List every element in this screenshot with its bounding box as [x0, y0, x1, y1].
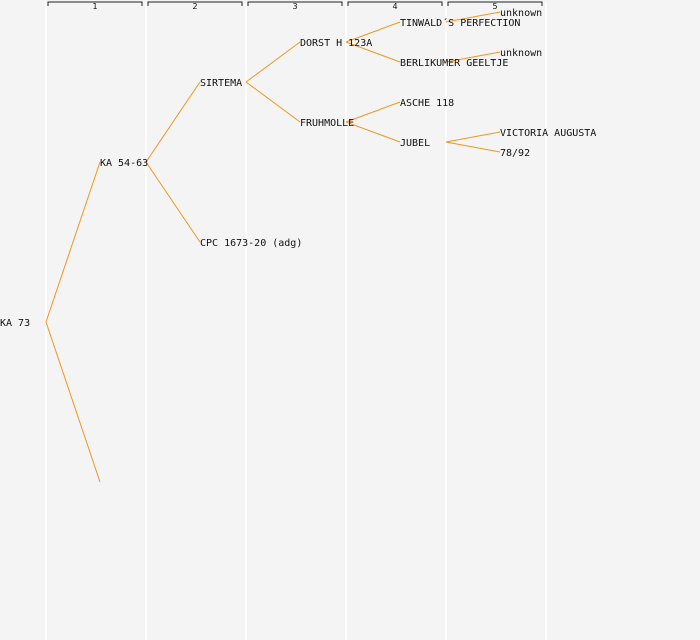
edge-ka5463-cpc — [145, 161, 201, 243]
generation-number: 3 — [292, 2, 297, 11]
node-labels: KA 73 KA 54-63 SIRTEMA CPC 1673-20 (adg) DOR… — [0, 8, 596, 329]
generation-number: 1 — [92, 2, 97, 11]
edge-dorst-berlikumer — [345, 41, 401, 63]
node-jubel[interactable]: JUBEL — [400, 138, 430, 149]
edge-tinwald-unk1 — [445, 11, 501, 23]
node-dorst[interactable]: DORST H 123A — [300, 38, 372, 49]
generation-bracket — [47, 1, 143, 6]
edge-dorst-tinwald — [345, 21, 401, 43]
generation-bracket — [247, 1, 343, 6]
node-sirtema[interactable]: SIRTEMA — [200, 78, 242, 89]
node-asche[interactable]: ASCHE 118 — [400, 98, 454, 109]
edge-sirtema-fruhmolle — [245, 81, 301, 123]
edge-fruhmolle-asche — [345, 101, 401, 123]
edge-ka73-ka5463 — [45, 161, 101, 323]
generation-number: 2 — [192, 2, 197, 11]
edge-ka73-dam1 — [45, 321, 101, 483]
node-tinwald[interactable]: TINWALD´S PERFECTION — [400, 17, 520, 29]
node-cpc[interactable]: CPC 1673-20 (adg) — [200, 238, 302, 249]
node-fruhmolle[interactable]: FRUHMOLLE — [300, 118, 354, 129]
node-n7892[interactable]: 78/92 — [500, 148, 530, 159]
node-ka73[interactable]: KA 73 — [0, 318, 30, 329]
generation-header: 1 2 3 4 5 — [47, 1, 543, 11]
generation-number: 4 — [392, 2, 397, 11]
generation-number: 5 — [492, 2, 497, 11]
edge-jubel-n7892 — [445, 141, 501, 153]
node-ka5463[interactable]: KA 54-63 — [100, 158, 148, 169]
edge-ka5463-sirtema — [145, 81, 201, 163]
generation-bracket — [147, 1, 243, 6]
edge-sirtema-dorst — [245, 41, 301, 83]
generation-bracket — [347, 1, 443, 6]
edge-jubel-victoria — [445, 131, 501, 143]
generation-bracket — [447, 1, 543, 6]
node-berlikumer[interactable]: BERLIKUMER GEELTJE — [400, 58, 508, 69]
node-unk2[interactable]: unknown — [500, 48, 542, 59]
generation-columns — [45, 2, 547, 640]
tree-edges — [45, 11, 501, 483]
edge-fruhmolle-jubel — [345, 121, 401, 143]
node-unk1[interactable]: unknown — [500, 8, 542, 19]
edge-berlikumer-unk2 — [445, 51, 501, 63]
node-victoria[interactable]: VICTORIA AUGUSTA — [500, 128, 596, 139]
